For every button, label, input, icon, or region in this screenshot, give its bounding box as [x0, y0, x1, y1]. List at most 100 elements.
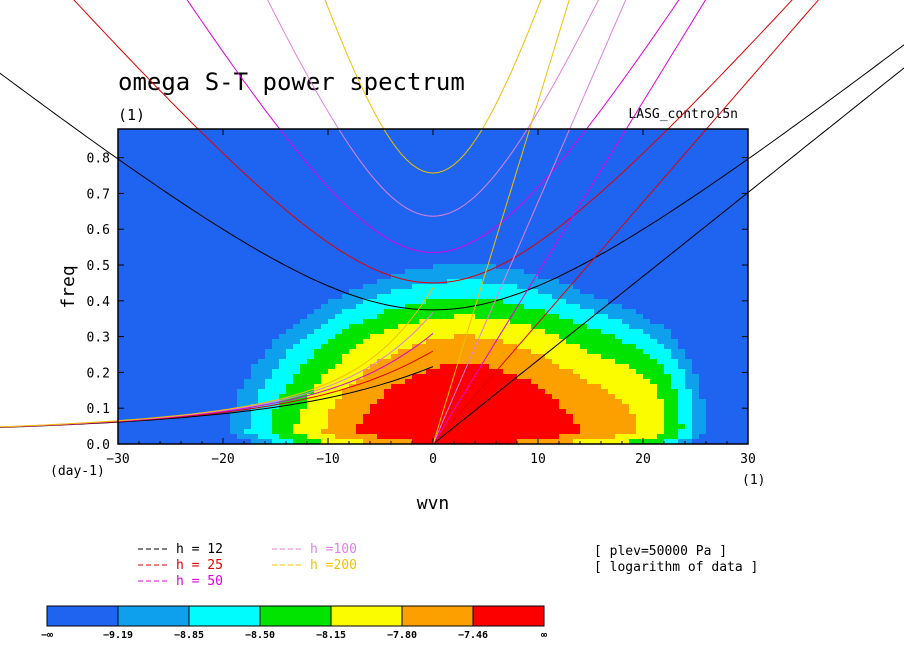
contour-cell	[300, 319, 308, 325]
contour-cell	[594, 204, 602, 210]
contour-cell	[307, 384, 315, 390]
contour-cell	[545, 189, 553, 195]
contour-cell	[244, 334, 252, 340]
contour-cell	[398, 384, 406, 390]
contour-cell	[195, 439, 203, 444]
contour-cell	[580, 254, 588, 260]
contour-cell	[293, 279, 301, 285]
contour-cell	[300, 404, 308, 410]
contour-cell	[314, 299, 322, 305]
contour-cell	[230, 409, 238, 415]
contour-cell	[300, 259, 308, 265]
contour-cell	[440, 189, 448, 195]
contour-cell	[615, 194, 623, 200]
contour-cell	[503, 269, 511, 275]
contour-cell	[608, 164, 616, 170]
contour-cell	[209, 249, 217, 255]
contour-cell	[139, 294, 147, 300]
contour-cell	[160, 289, 168, 295]
contour-cell	[370, 209, 378, 215]
contour-cell	[636, 349, 644, 355]
contour-cell	[426, 349, 434, 355]
contour-cell	[244, 364, 252, 370]
contour-cell	[496, 259, 504, 265]
contour-cell	[279, 329, 287, 335]
contour-cell	[433, 184, 441, 190]
contour-cell	[531, 164, 539, 170]
contour-cell	[629, 344, 637, 350]
contour-cell	[454, 259, 462, 265]
contour-cell	[622, 419, 630, 425]
contour-cell	[132, 189, 140, 195]
contour-cell	[272, 264, 280, 270]
contour-cell	[503, 394, 511, 400]
contour-cell	[391, 394, 399, 400]
contour-cell	[237, 214, 245, 220]
contour-cell	[580, 384, 588, 390]
contour-cell	[454, 234, 462, 240]
contour-cell	[356, 284, 364, 290]
contour-cell	[482, 369, 490, 375]
contour-cell	[132, 254, 140, 260]
contour-cell	[202, 349, 210, 355]
contour-cell	[258, 294, 266, 300]
contour-cell	[643, 414, 651, 420]
contour-cell	[405, 149, 413, 155]
contour-cell	[664, 359, 672, 365]
contour-cell	[398, 389, 406, 395]
contour-cell	[503, 204, 511, 210]
contour-cell	[223, 129, 231, 135]
contour-cell	[538, 379, 546, 385]
contour-cell	[167, 374, 175, 380]
contour-cell	[160, 189, 168, 195]
contour-cell	[496, 189, 504, 195]
contour-cell	[391, 244, 399, 250]
contour-cell	[496, 239, 504, 245]
contour-cell	[461, 354, 469, 360]
contour-cell	[335, 419, 343, 425]
contour-cell	[601, 139, 609, 145]
contour-cell	[496, 399, 504, 405]
contour-cell	[510, 234, 518, 240]
contour-cell	[307, 269, 315, 275]
contour-cell	[566, 169, 574, 175]
contour-cell	[342, 229, 350, 235]
contour-cell	[118, 354, 126, 360]
contour-cell	[664, 229, 672, 235]
contour-cell	[356, 399, 364, 405]
contour-cell	[531, 389, 539, 395]
contour-cell	[426, 224, 434, 230]
contour-cell	[125, 344, 133, 350]
contour-cell	[146, 274, 154, 280]
contour-cell	[363, 309, 371, 315]
contour-cell	[419, 384, 427, 390]
contour-cell	[202, 184, 210, 190]
contour-cell	[174, 384, 182, 390]
contour-cell	[419, 174, 427, 180]
contour-cell	[237, 429, 245, 435]
contour-cell	[118, 379, 126, 385]
contour-cell	[566, 434, 574, 440]
contour-cell	[314, 314, 322, 320]
contour-cell	[559, 279, 567, 285]
contour-cell	[482, 309, 490, 315]
contour-cell	[650, 404, 658, 410]
contour-cell	[251, 249, 259, 255]
contour-cell	[167, 424, 175, 430]
contour-cell	[118, 229, 126, 235]
contour-cell	[524, 184, 532, 190]
contour-cell	[636, 244, 644, 250]
contour-cell	[552, 359, 560, 365]
contour-cell	[538, 434, 546, 440]
contour-cell	[412, 429, 420, 435]
contour-cell	[594, 254, 602, 260]
contour-cell	[293, 344, 301, 350]
contour-cell	[181, 164, 189, 170]
contour-cell	[342, 379, 350, 385]
contour-cell	[657, 304, 665, 310]
contour-cell	[377, 314, 385, 320]
contour-cell	[622, 289, 630, 295]
contour-cell	[615, 324, 623, 330]
contour-cell	[209, 134, 217, 140]
contour-cell	[223, 209, 231, 215]
